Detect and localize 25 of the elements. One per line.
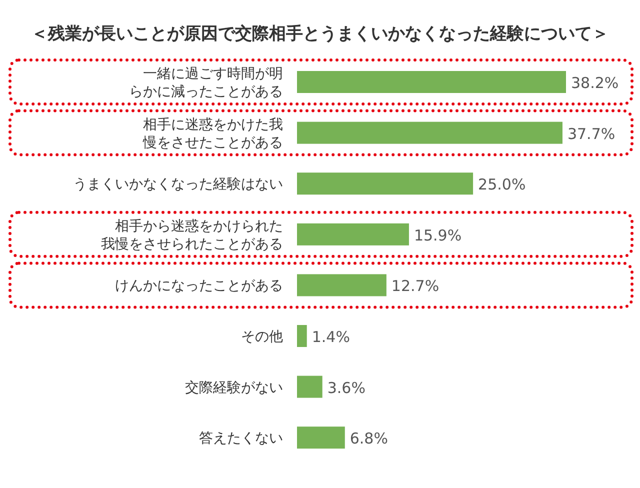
data-label: 1.4% [312, 328, 350, 346]
bar [297, 376, 322, 398]
bar [297, 71, 566, 93]
y-tick-label: 答えたくない [199, 430, 283, 447]
data-label: 38.2% [571, 74, 619, 92]
y-tick-label: 相手に迷惑をかけた我慢をさせたことがある [142, 116, 283, 151]
y-tick-label: けんかになったことがある [115, 278, 283, 294]
data-label: 15.9% [414, 226, 462, 244]
bar [297, 426, 345, 449]
data-label: 12.7% [391, 277, 440, 296]
bar [297, 172, 474, 195]
y-tick-label: うまくいかなくなった経験はない [73, 176, 283, 193]
bar [297, 223, 409, 246]
bar [297, 325, 307, 347]
data-label: 3.6% [327, 378, 366, 397]
bar [297, 274, 386, 296]
data-label: 25.0% [478, 176, 526, 194]
bar [297, 122, 562, 144]
y-tick-label: 相手から迷惑をかけられた我慢をさせられたことがある [101, 218, 283, 252]
y-tick-label: 交際経験がない [185, 380, 283, 396]
y-tick-label: その他 [241, 329, 283, 345]
chart-title: ＜残業が長いことが原因で交際相手とうまくいかなくなった経験について＞ [31, 24, 609, 44]
data-label: 6.8% [350, 430, 388, 448]
y-tick-label: 一緒に過ごす時間が明らかに減ったことがある [129, 66, 283, 100]
data-label: 37.7% [567, 124, 616, 143]
